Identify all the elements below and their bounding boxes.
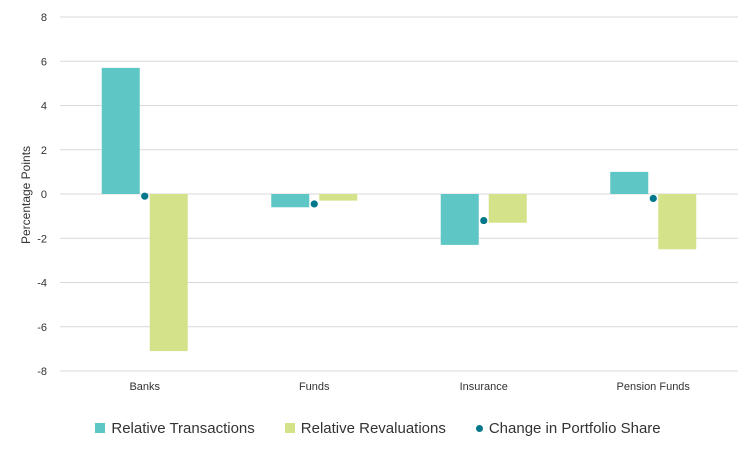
y-tick-label: -6 <box>37 322 47 334</box>
x-axis-ticks: Banks Funds Insurance Pension Funds <box>129 381 690 393</box>
legend-item-portfolio-share: Change in Portfolio Share <box>475 419 661 437</box>
point-portfolio-share <box>310 200 318 208</box>
bar-relative-revaluations <box>488 194 527 223</box>
y-axis-title: Percentage Points <box>19 146 33 244</box>
x-tick-label: Funds <box>299 381 330 393</box>
y-tick-label: 0 <box>41 189 47 201</box>
point-portfolio-share <box>141 192 149 200</box>
points <box>141 192 657 225</box>
y-tick-label: -4 <box>37 278 47 290</box>
bar-relative-transactions <box>101 67 140 194</box>
bar-relative-revaluations <box>658 194 697 250</box>
legend-item-transactions: Relative Transactions <box>95 419 255 437</box>
bars <box>101 67 697 352</box>
bar-relative-revaluations <box>149 194 188 352</box>
legend-label-revaluations: Relative Revaluations <box>300 419 446 437</box>
legend-label-portfolio-share: Change in Portfolio Share <box>488 419 661 437</box>
legend-label-transactions: Relative Transactions <box>111 419 255 437</box>
bar-relative-transactions <box>440 194 479 245</box>
y-axis-ticks: 8 6 4 2 0 -2 -4 -6 -8 <box>37 12 47 378</box>
y-tick-label: -8 <box>37 366 47 378</box>
legend-dot-portfolio-share <box>475 424 483 432</box>
legend-item-revaluations: Relative Revaluations <box>284 419 446 437</box>
x-tick-label: Banks <box>129 381 160 393</box>
bar-relative-transactions <box>610 171 649 194</box>
y-tick-label: 6 <box>41 56 47 68</box>
x-tick-label: Pension Funds <box>617 381 691 393</box>
legend-swatch-revaluations <box>284 423 295 433</box>
point-portfolio-share <box>480 216 488 225</box>
x-tick-label: Insurance <box>460 381 508 393</box>
y-tick-label: 2 <box>41 145 47 157</box>
legend: Relative Transactions Relative Revaluati… <box>0 416 756 440</box>
y-tick-label: 4 <box>41 101 47 113</box>
legend-swatch-transactions <box>95 423 106 433</box>
bar-relative-transactions <box>271 194 310 208</box>
y-tick-label: 8 <box>41 12 47 24</box>
y-tick-label: -2 <box>37 233 47 245</box>
point-portfolio-share <box>649 194 657 203</box>
bar-relative-revaluations <box>319 194 358 201</box>
